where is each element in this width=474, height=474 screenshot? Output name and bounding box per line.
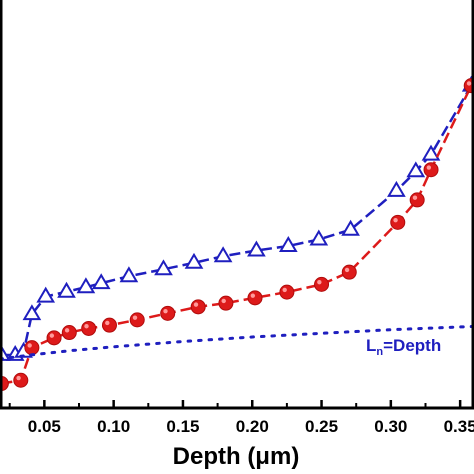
x-tick-label: 0.25 xyxy=(305,417,338,436)
data-point-triangle xyxy=(278,236,298,252)
data-point-circle xyxy=(61,325,77,341)
data-point-highlight xyxy=(163,308,168,314)
data-point-circle xyxy=(81,320,97,336)
x-tick-label: 0.10 xyxy=(97,417,130,436)
data-point-circle xyxy=(129,312,145,328)
data-point-triangle xyxy=(57,281,76,298)
data-point-triangle xyxy=(421,144,441,161)
data-point-circle xyxy=(423,162,439,178)
data-point-circle xyxy=(46,330,62,346)
data-point-triangle xyxy=(36,286,56,303)
annotation-rest: =Depth xyxy=(383,336,441,355)
data-point-triangle xyxy=(247,240,266,257)
data-point-circle xyxy=(24,340,40,356)
axes: 0.05 0.10 0.15 0.20 0.25 0.30 0.35 xyxy=(0,0,474,436)
data-point-triangle xyxy=(154,259,173,276)
x-tick-label: 0.15 xyxy=(166,417,199,436)
data-point-highlight xyxy=(344,267,350,273)
data-point-highlight xyxy=(193,302,199,307)
data-point-highlight xyxy=(16,375,21,381)
data-point-circle xyxy=(341,264,357,280)
data-point-triangle xyxy=(76,277,96,294)
annotation-subscript: n xyxy=(376,346,383,358)
data-point-triangle xyxy=(387,180,406,197)
data-point-highlight xyxy=(27,343,32,348)
data-point-highlight xyxy=(105,320,110,326)
data-point-triangle xyxy=(119,266,139,283)
series-line xyxy=(0,324,474,361)
data-point-circle xyxy=(101,317,117,333)
data-point-highlight xyxy=(426,165,432,170)
data-point-triangle xyxy=(22,304,42,321)
x-tick-label: 0.35 xyxy=(444,417,474,436)
data-point-circle xyxy=(190,299,206,315)
data-point-circle xyxy=(409,192,425,208)
data-point-highlight xyxy=(49,333,55,338)
data-point-highlight xyxy=(466,81,472,86)
data-point-highlight xyxy=(84,324,89,329)
data-point-circle xyxy=(247,290,263,306)
data-point-triangle xyxy=(213,246,233,263)
data-point-triangle xyxy=(309,229,329,246)
data-point-triangle xyxy=(341,219,360,236)
data-point-triangle xyxy=(406,161,426,178)
series-1 xyxy=(0,78,474,392)
data-point-highlight xyxy=(317,279,322,285)
data-point-circle xyxy=(314,276,330,292)
series-layer xyxy=(0,75,474,392)
data-point-circle xyxy=(13,372,29,388)
x-axis-title: Depth (μm) xyxy=(173,443,300,470)
data-point-circle xyxy=(218,295,234,311)
data-point-circle xyxy=(390,214,406,230)
data-point-highlight xyxy=(221,298,226,304)
data-point-highlight xyxy=(282,287,287,293)
annotation-main: L xyxy=(366,336,376,355)
data-point-highlight xyxy=(412,195,418,200)
data-point-highlight xyxy=(393,217,398,223)
series-2 xyxy=(0,324,474,361)
x-tick-label: 0.30 xyxy=(374,417,407,436)
data-point-highlight xyxy=(132,315,138,320)
data-point-triangle xyxy=(184,252,204,269)
data-point-highlight xyxy=(250,293,256,298)
data-point-circle xyxy=(279,284,295,300)
data-point-triangle xyxy=(91,273,111,290)
data-point-circle xyxy=(160,305,176,321)
data-point-highlight xyxy=(64,328,70,333)
ln-depth-annotation: Ln=Depth xyxy=(366,336,441,358)
x-tick-label: 0.20 xyxy=(236,417,269,436)
x-tick-label: 0.05 xyxy=(28,417,61,436)
